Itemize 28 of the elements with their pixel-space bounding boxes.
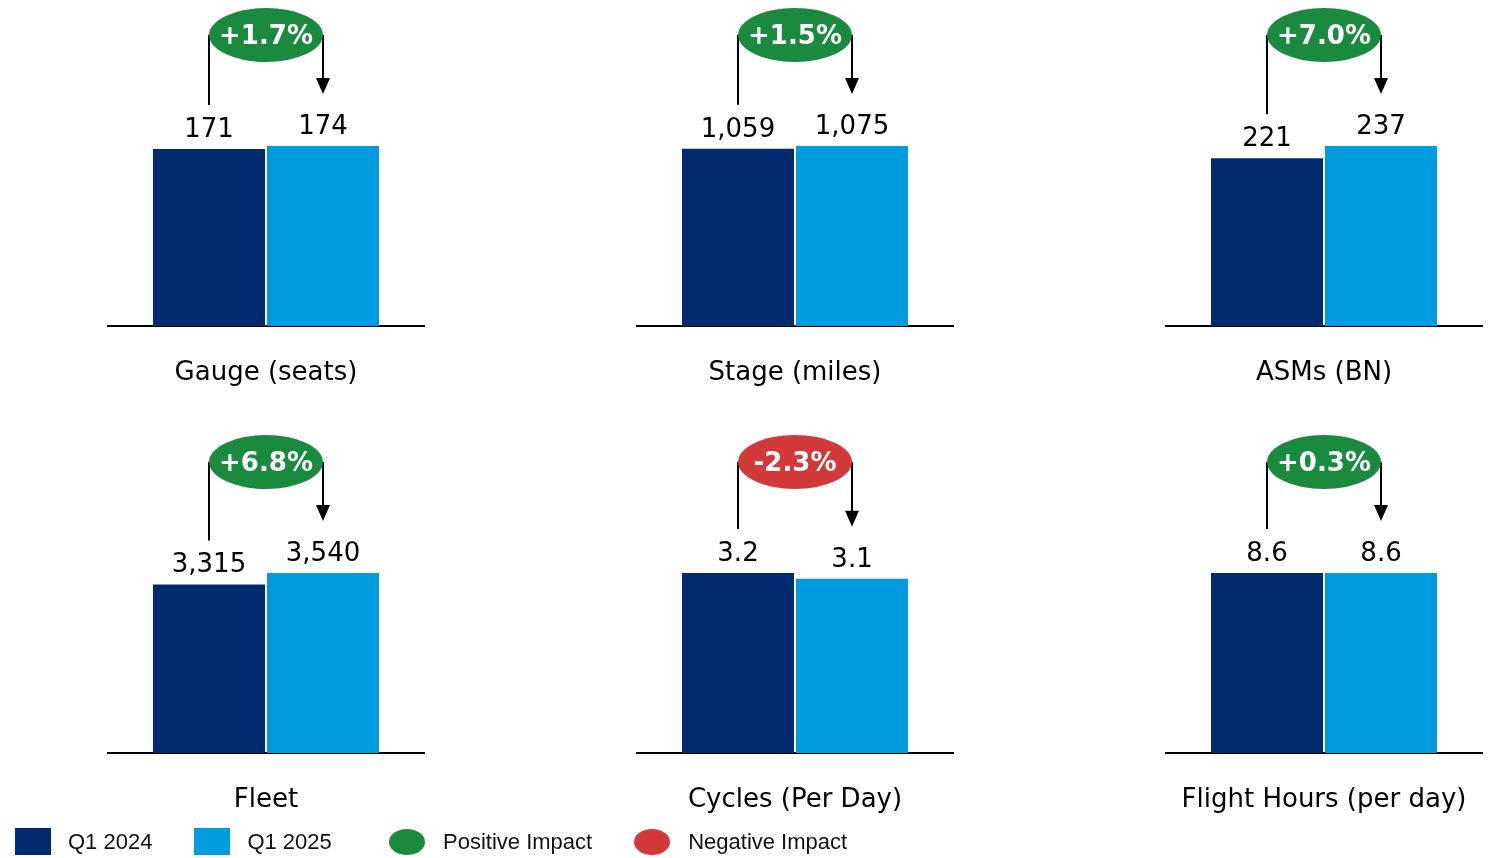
x-axis-title: ASMs (BN) xyxy=(1255,356,1393,386)
data-label: 8.6 xyxy=(1360,537,1402,567)
data-label: 8.6 xyxy=(1246,537,1288,567)
data-label: 174 xyxy=(298,110,348,140)
data-label: 3,540 xyxy=(285,537,361,567)
data-label: 221 xyxy=(1242,122,1292,153)
legend-label: Positive Impact xyxy=(443,829,593,855)
text: +6.8% xyxy=(219,447,313,477)
data-label: 1,059 xyxy=(700,112,776,143)
legend-label: Q1 2025 xyxy=(247,828,332,855)
text: -2.3% xyxy=(753,447,837,477)
data-label: 171 xyxy=(184,113,234,144)
data-label: 3.2 xyxy=(717,537,759,567)
data-label: 1,075 xyxy=(814,110,890,140)
x-axis-title: Gauge (seats) xyxy=(174,356,358,386)
x-axis-title: Flight Hours (per day) xyxy=(1181,783,1467,813)
x-axis-title: Stage (miles) xyxy=(708,356,882,386)
text: +1.5% xyxy=(748,20,842,50)
data-label: 3.1 xyxy=(831,542,873,573)
data-label: 3,315 xyxy=(171,548,247,579)
text: +1.7% xyxy=(219,20,313,50)
legend-label: Negative Impact xyxy=(688,829,848,855)
x-axis-title: Fleet xyxy=(233,783,299,813)
data-label: 237 xyxy=(1356,110,1406,140)
legend-label: Q1 2024 xyxy=(68,828,153,855)
text: +7.0% xyxy=(1277,20,1371,50)
text: +0.3% xyxy=(1277,447,1371,477)
x-axis-title: Cycles (Per Day) xyxy=(687,783,903,813)
